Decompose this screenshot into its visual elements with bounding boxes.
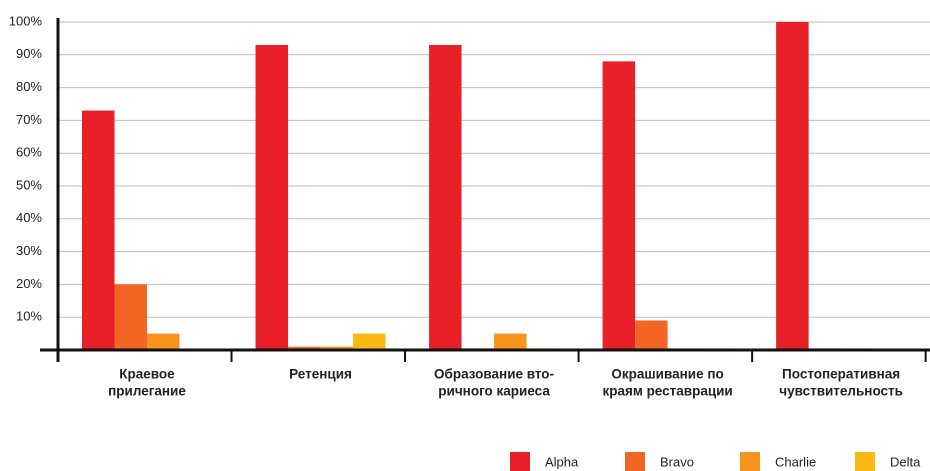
bar <box>429 44 462 351</box>
y-tick-label: 40% <box>16 210 42 225</box>
bar <box>147 333 180 350</box>
legend-swatch <box>510 452 530 471</box>
y-tick-label: 10% <box>16 309 42 324</box>
bar <box>635 320 668 350</box>
y-tick-label: 60% <box>16 145 42 160</box>
x-tick-label: Постоперативная <box>782 367 900 382</box>
y-tick-label: 50% <box>16 177 42 192</box>
bar <box>288 346 321 350</box>
legend-swatch <box>740 452 760 471</box>
legend-label: Alpha <box>545 454 579 469</box>
bar <box>320 346 354 350</box>
y-tick-label: 20% <box>16 276 42 291</box>
x-tick-label: ричного кариеса <box>438 384 550 399</box>
legend-label: Delta <box>890 454 921 469</box>
x-tick-label: Образование вто- <box>434 367 554 382</box>
y-tick-label: 70% <box>16 112 42 127</box>
bar <box>114 284 147 350</box>
bar <box>776 22 809 350</box>
legend-swatch <box>855 452 875 471</box>
x-tick-label: Краевое <box>119 367 175 382</box>
x-tick-label: Ретенция <box>289 367 352 382</box>
x-tick-label: прилегание <box>108 384 186 399</box>
bar <box>82 110 115 350</box>
x-tick-label: краям реставрации <box>602 384 732 399</box>
y-tick-label: 100% <box>9 13 43 28</box>
bar <box>353 333 386 350</box>
bar <box>494 333 527 350</box>
legend-swatch <box>625 452 645 471</box>
y-tick-label: 90% <box>16 46 42 61</box>
y-tick-label: 80% <box>16 79 42 94</box>
y-tick-label: 30% <box>16 243 42 258</box>
x-tick-label: Окрашивание по <box>611 367 723 382</box>
legend-label: Charlie <box>775 454 816 469</box>
bar <box>255 44 289 351</box>
bar <box>602 61 636 351</box>
x-tick-label: чувствительность <box>779 384 903 399</box>
legend-label: Bravo <box>660 454 694 469</box>
